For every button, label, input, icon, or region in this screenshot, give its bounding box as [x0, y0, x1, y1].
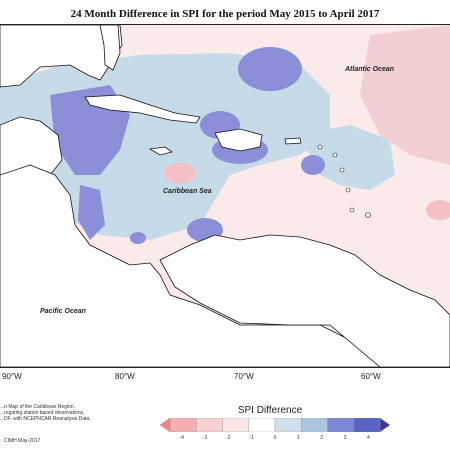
map-title: 24 Month Difference in SPI for the perio…	[70, 8, 380, 20]
legend-tick-label: 1	[296, 435, 300, 441]
label-atlantic-ocean: Atlantic Ocean	[344, 66, 394, 73]
spi-map-canvas: Atlantic Ocean Caribbean Sea Pacific Oce…	[0, 25, 450, 367]
credit-line-1: ...n Map of the Caribbean Region.	[0, 404, 76, 410]
label-caribbean-sea: Caribbean Sea	[163, 188, 212, 195]
island	[345, 187, 351, 193]
legend-tick-label: -2	[226, 435, 231, 441]
cimh-footer: CIMH May-2017	[4, 438, 41, 444]
longitude-tick-90w: 90°W	[2, 372, 22, 381]
legend-ticks: -4 -3 -2 -1 0 1 2 3 4	[160, 435, 390, 443]
land-jamaica	[148, 146, 173, 156]
legend-tick-label: -3	[202, 435, 208, 441]
island	[339, 167, 345, 173]
island	[349, 207, 355, 213]
legend-swatch	[274, 418, 302, 432]
legend-swatch	[301, 418, 328, 432]
spi-strong-wet-3	[78, 185, 105, 240]
spi-map: Atlantic Ocean Caribbean Sea Pacific Oce…	[0, 24, 450, 368]
legend-swatch	[248, 418, 276, 432]
spi-strong-wet-1	[238, 47, 302, 91]
legend-colorbar	[160, 418, 390, 432]
land-south-america	[159, 234, 450, 367]
legend-swatch	[379, 418, 390, 432]
credit-line-2: ...regating station based observations,	[0, 410, 85, 416]
legend-swatch	[222, 418, 249, 432]
island	[317, 144, 323, 150]
legend-tick-label: -4	[179, 435, 184, 441]
legend-tick-label: 2	[320, 435, 324, 441]
legend-swatch	[160, 418, 171, 432]
legend-title: SPI Difference	[237, 405, 303, 416]
land-cuba	[84, 94, 201, 124]
legend-tick-label: 0	[273, 435, 277, 441]
legend-tick-label: 3	[343, 435, 347, 441]
land-florida	[99, 25, 121, 71]
spi-dry-region-2	[164, 163, 196, 183]
legend-swatch	[327, 418, 354, 432]
longitude-tick-60w: 60°W	[361, 372, 381, 381]
spi-strong-wet-8	[130, 232, 146, 244]
spi-wet-region-2	[300, 125, 395, 190]
spi-dry-region-1	[360, 25, 450, 165]
legend-swatch	[353, 418, 381, 432]
spi-strong-wet-6	[301, 155, 325, 175]
island	[365, 212, 371, 218]
legend-tick-label: 4	[366, 435, 370, 441]
label-pacific-ocean: Pacific Ocean	[40, 308, 86, 315]
legend-swatch	[196, 418, 223, 432]
land-hispaniola	[214, 128, 263, 152]
legend-tick-label: -1	[249, 435, 254, 441]
longitude-tick-70w: 70°W	[234, 372, 254, 381]
longitude-tick-80w: 80°W	[115, 372, 135, 381]
island	[332, 152, 338, 158]
land-puerto-rico	[284, 137, 302, 145]
data-credit: ...n Map of the Caribbean Region. ...reg…	[0, 404, 140, 422]
spi-dry-region-3	[426, 200, 450, 220]
legend-swatch	[169, 418, 197, 432]
credit-line-3: ...DF, with NCEPNCAR Reanalysis Data.	[0, 416, 91, 422]
land-north-america	[0, 25, 123, 88]
